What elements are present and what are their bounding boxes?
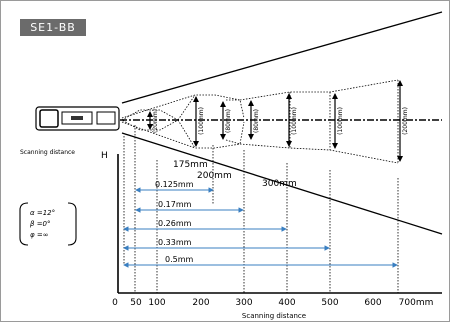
x-tick: 400 [278,298,295,308]
param-bracket-right [67,202,77,246]
range-label: 0.17mm [158,200,192,209]
x-tick: 0 [112,298,118,308]
x-tick: 50 [130,298,142,308]
range-label: 0.26mm [158,219,192,228]
height-label: (100mm) [291,107,298,135]
distance-mark: 300mm [262,179,297,189]
height-label: (200mm) [402,107,409,135]
left-caption: Scanning distance [20,149,75,156]
height-label: (100mm) [198,107,205,135]
angle-phi: φ =∞ [30,231,49,239]
distance-mark: 200mm [197,171,232,181]
cone-lower-line [121,132,443,235]
resolution-range-arrows [123,187,398,268]
scanner-device-icon [35,106,120,131]
height-label: (20mm) [152,109,159,133]
height-arrows [147,80,403,162]
x-tick: 100 [148,298,165,308]
x-tick: 700mm [399,298,434,308]
height-label: (80mm) [253,109,260,133]
distance-dropdown-lines [123,125,399,293]
x-tick: 200 [192,298,209,308]
param-bracket-left [19,202,29,246]
x-tick: 600 [364,298,381,308]
height-label: (100mm) [337,107,344,135]
range-label: 0.125mm [155,180,194,189]
angle-alpha: α =12° [30,209,55,217]
x-tick: 300 [235,298,252,308]
y-axis-label: H [101,151,108,161]
cone-upper-line [121,11,443,104]
x-axis-title: Scanning distance [242,312,306,320]
x-tick: 500 [321,298,338,308]
model-badge: SE1-BB [20,19,86,36]
distance-mark: 175mm [173,160,208,170]
height-label: (80mm) [225,109,232,133]
range-label: 0.5mm [165,255,194,264]
field-outlines [121,79,399,164]
range-label: 0.33mm [158,238,192,247]
angle-beta: β =0° [30,220,51,228]
